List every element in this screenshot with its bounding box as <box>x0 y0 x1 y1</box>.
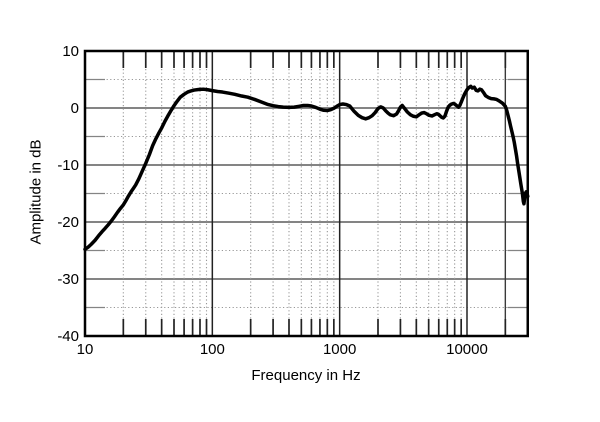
y-tick-label: -10 <box>57 157 79 174</box>
x-axis-title: Frequency in Hz <box>251 367 361 384</box>
y-tick-label: -20 <box>57 214 79 231</box>
y-tick-label: 10 <box>62 43 79 60</box>
response-curve <box>83 84 530 252</box>
x-tick-label: 1000 <box>323 341 356 358</box>
y-tick-label: 0 <box>71 100 79 117</box>
x-tick-label: 10000 <box>446 341 488 358</box>
x-tick-label: 100 <box>200 341 225 358</box>
y-tick-label: -30 <box>57 271 79 288</box>
y-tick-label: -40 <box>57 328 79 345</box>
x-tick-label: 10 <box>77 341 94 358</box>
